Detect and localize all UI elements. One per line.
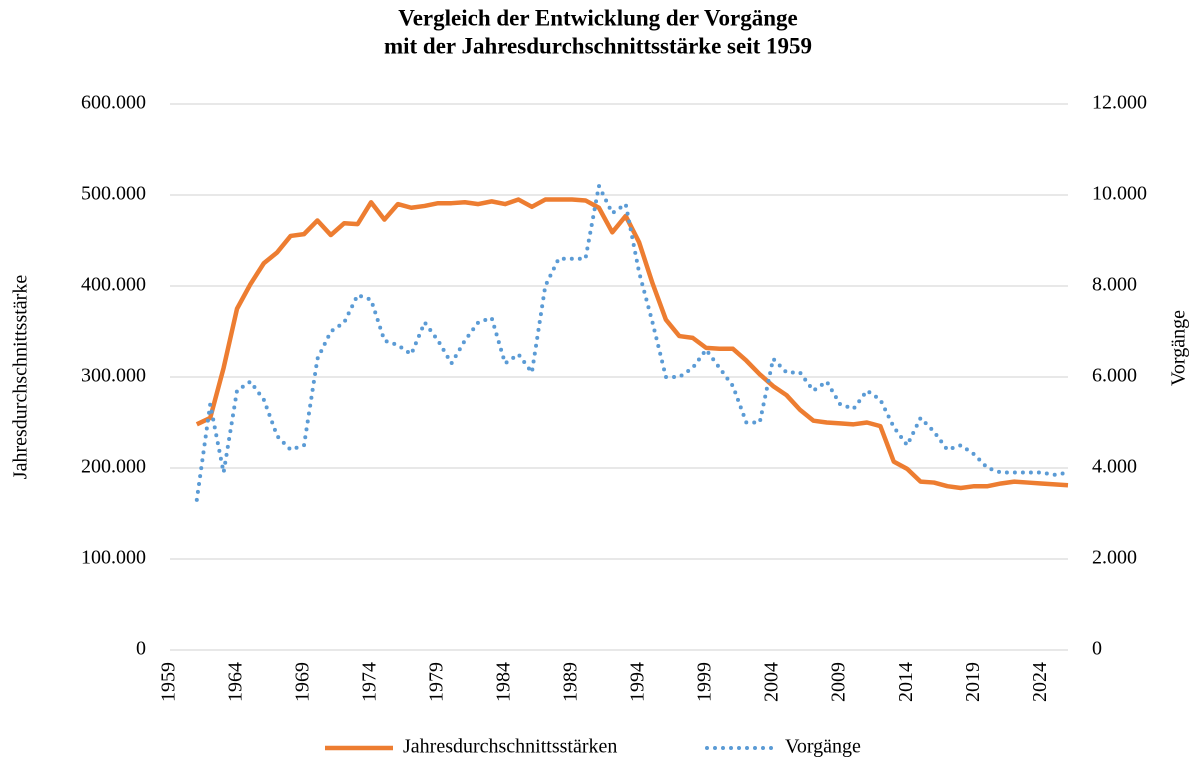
y2-tick-label: 8.000 xyxy=(1092,274,1137,296)
y-tick-label: 500.000 xyxy=(81,183,146,205)
x-tick-label: 2019 xyxy=(962,662,984,702)
y-tick-label: 300.000 xyxy=(81,365,146,387)
x-tick-label: 2024 xyxy=(1029,662,1051,702)
x-tick-label: 1994 xyxy=(627,662,649,702)
x-tick-label: 2009 xyxy=(828,662,850,702)
x-tick-label: 1974 xyxy=(359,662,381,702)
y2-tick-label: 4.000 xyxy=(1092,456,1137,478)
y-tick-label: 200.000 xyxy=(81,456,146,478)
y2-tick-label: 10.000 xyxy=(1092,183,1147,205)
x-tick-label: 1959 xyxy=(158,662,180,702)
x-tick-label: 1969 xyxy=(292,662,314,702)
legend-label: Jahresdurchschnittsstärken xyxy=(403,736,617,758)
x-tick-label: 1999 xyxy=(694,662,716,702)
y2-tick-label: 0 xyxy=(1092,638,1102,660)
chart-title: Vergleich der Entwicklung der Vorgänge xyxy=(398,5,798,30)
y2-tick-label: 12.000 xyxy=(1092,92,1147,114)
data-line xyxy=(194,183,1070,502)
y2-tick-label: 6.000 xyxy=(1092,365,1137,387)
y2-axis-label: Vorgänge xyxy=(1168,310,1190,386)
y-tick-label: 100.000 xyxy=(81,547,146,569)
legend-label: Vorgänge xyxy=(785,736,861,758)
x-tick-label: 2014 xyxy=(895,662,917,702)
y-tick-label: 0 xyxy=(136,638,146,660)
y2-tick-label: 2.000 xyxy=(1092,547,1137,569)
x-tick-label: 1989 xyxy=(560,662,582,702)
y-axis-label: Jahresdurchschnittsstärke xyxy=(10,275,32,480)
x-tick-label: 1979 xyxy=(426,662,448,702)
chart-title: mit der Jahresdurchschnittsstärke seit 1… xyxy=(384,33,812,58)
x-tick-label: 2004 xyxy=(761,662,783,702)
y-tick-label: 400.000 xyxy=(81,274,146,296)
data-line xyxy=(195,197,1069,491)
y-tick-label: 600.000 xyxy=(81,92,146,114)
x-tick-label: 1964 xyxy=(225,662,247,702)
x-tick-label: 1984 xyxy=(493,662,515,702)
